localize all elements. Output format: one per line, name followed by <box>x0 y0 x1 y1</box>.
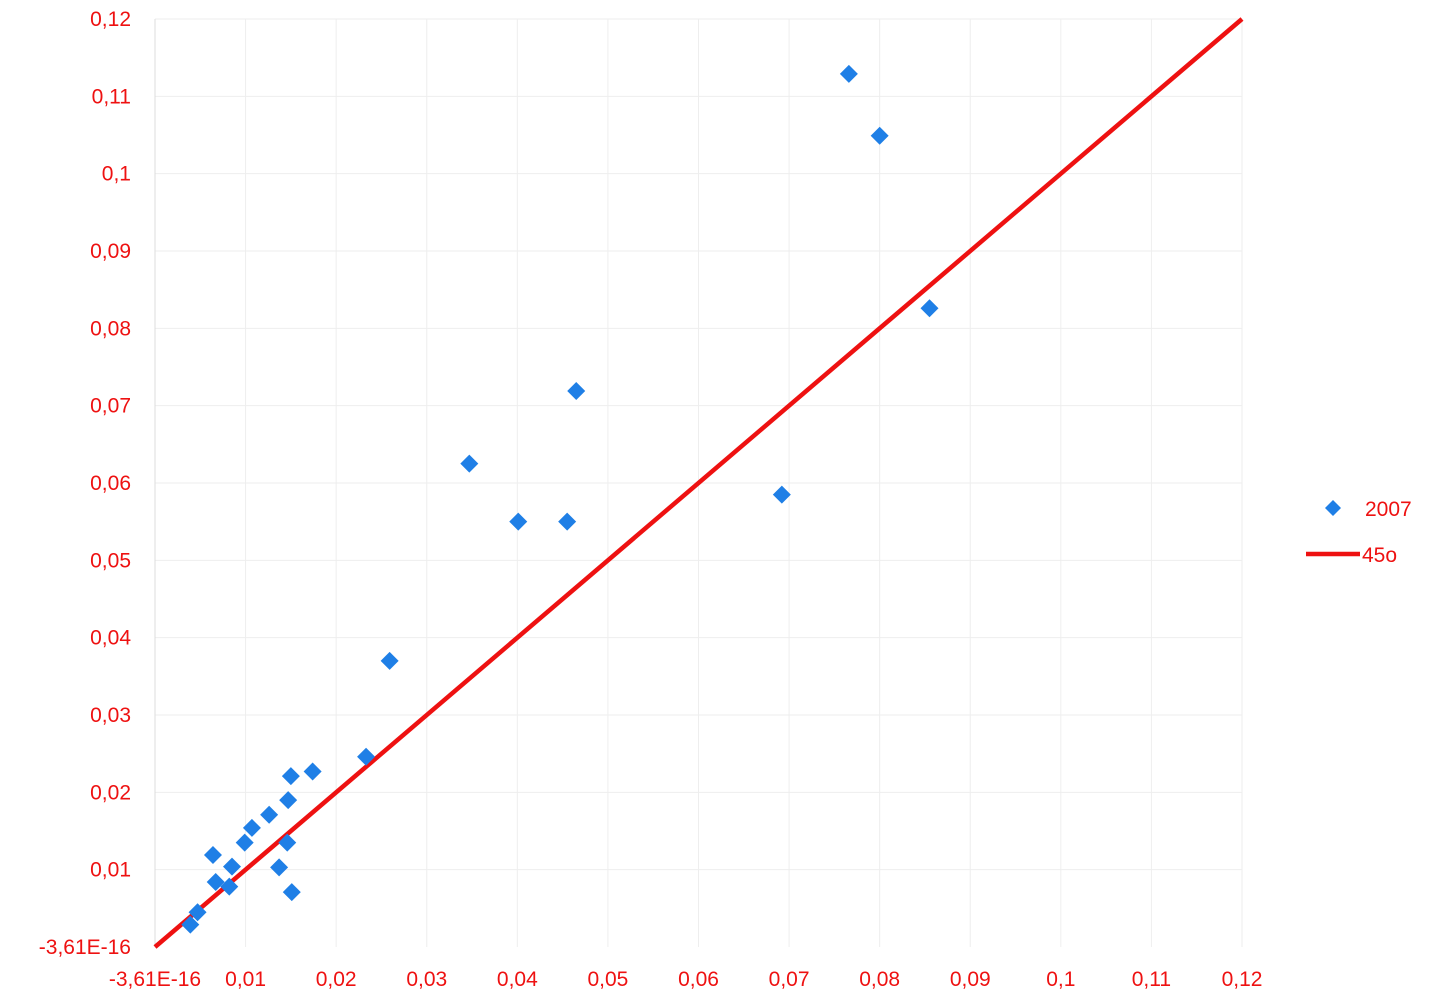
legend-diamond-icon <box>1325 500 1341 516</box>
x-tick-label: 0,09 <box>950 968 991 991</box>
legend: 2007 45o <box>1306 498 1412 567</box>
y-tick-label: 0,01 <box>90 859 131 882</box>
y-tick-label: 0,1 <box>102 163 131 186</box>
scatter-point <box>278 833 297 852</box>
scatter-point <box>509 512 528 531</box>
y-tick-label: 0,05 <box>90 549 131 572</box>
y-tick-label: 0,11 <box>92 85 131 108</box>
reference-line-series <box>153 17 1244 949</box>
legend-label-45o: 45o <box>1362 544 1397 567</box>
x-tick-label: 0,03 <box>406 968 447 991</box>
scatter-point <box>279 791 298 810</box>
scatter-point <box>920 299 939 318</box>
scatter-point <box>181 915 200 934</box>
scatter-point <box>220 877 239 896</box>
y-tick-label: 0,02 <box>90 781 131 804</box>
scatter-point <box>839 64 858 83</box>
scatter-point <box>206 873 225 892</box>
scatter-point <box>188 903 207 922</box>
scatter-point <box>242 818 261 837</box>
y-tick-label: 0,07 <box>90 395 131 418</box>
x-tick-label: 0,12 <box>1222 968 1263 991</box>
y-tick-label: 0,06 <box>90 472 131 495</box>
scatter-point <box>282 883 301 902</box>
x-tick-label: 0,11 <box>1132 968 1171 991</box>
scatter-point <box>558 512 577 531</box>
y-tick-label: 0,04 <box>90 627 131 650</box>
y-tick-label: -3,61E-16 <box>39 936 131 959</box>
x-tick-label: 0,05 <box>587 968 628 991</box>
scatter-point <box>303 762 322 781</box>
scatter-point <box>380 651 399 670</box>
scatter-point <box>270 858 289 877</box>
y-tick-label: 0,12 <box>90 8 131 31</box>
x-tick-label: 0,01 <box>225 968 266 991</box>
scatter-point <box>260 805 279 824</box>
scatter-series <box>181 64 939 934</box>
scatter-point <box>870 126 889 145</box>
y-tick-label: 0,09 <box>90 240 131 263</box>
scatter-point <box>772 485 791 504</box>
y-axis-tick-labels: -3,61E-16 0,01 0,02 0,03 0,04 0,05 0,06 0,07 0,0… <box>39 8 132 959</box>
y-tick-label: 0,08 <box>90 317 131 340</box>
scatter-point <box>235 833 254 852</box>
scatter-point <box>222 857 241 876</box>
scatter-point <box>357 747 376 766</box>
x-tick-label: 0,02 <box>316 968 357 991</box>
x-tick-label: 0,04 <box>497 968 538 991</box>
x-tick-label: 0,08 <box>859 968 900 991</box>
scatter-point <box>460 454 479 473</box>
legend-label-2007: 2007 <box>1365 498 1412 521</box>
x-tick-label: -3,61E-16 <box>109 968 201 991</box>
x-tick-label: 0,06 <box>678 968 719 991</box>
x-tick-label: 0,07 <box>769 968 810 991</box>
x-tick-label: 0,1 <box>1046 968 1075 991</box>
scatter-point <box>203 845 222 864</box>
scatter-point <box>281 767 300 786</box>
scatter-point <box>567 381 586 400</box>
y-tick-label: 0,03 <box>90 704 131 727</box>
x-axis-tick-labels: -3,61E-16 0,01 0,02 0,03 0,04 0,05 0,06 0,07 0,0… <box>109 968 1263 991</box>
reference-line-45 <box>153 17 1244 949</box>
